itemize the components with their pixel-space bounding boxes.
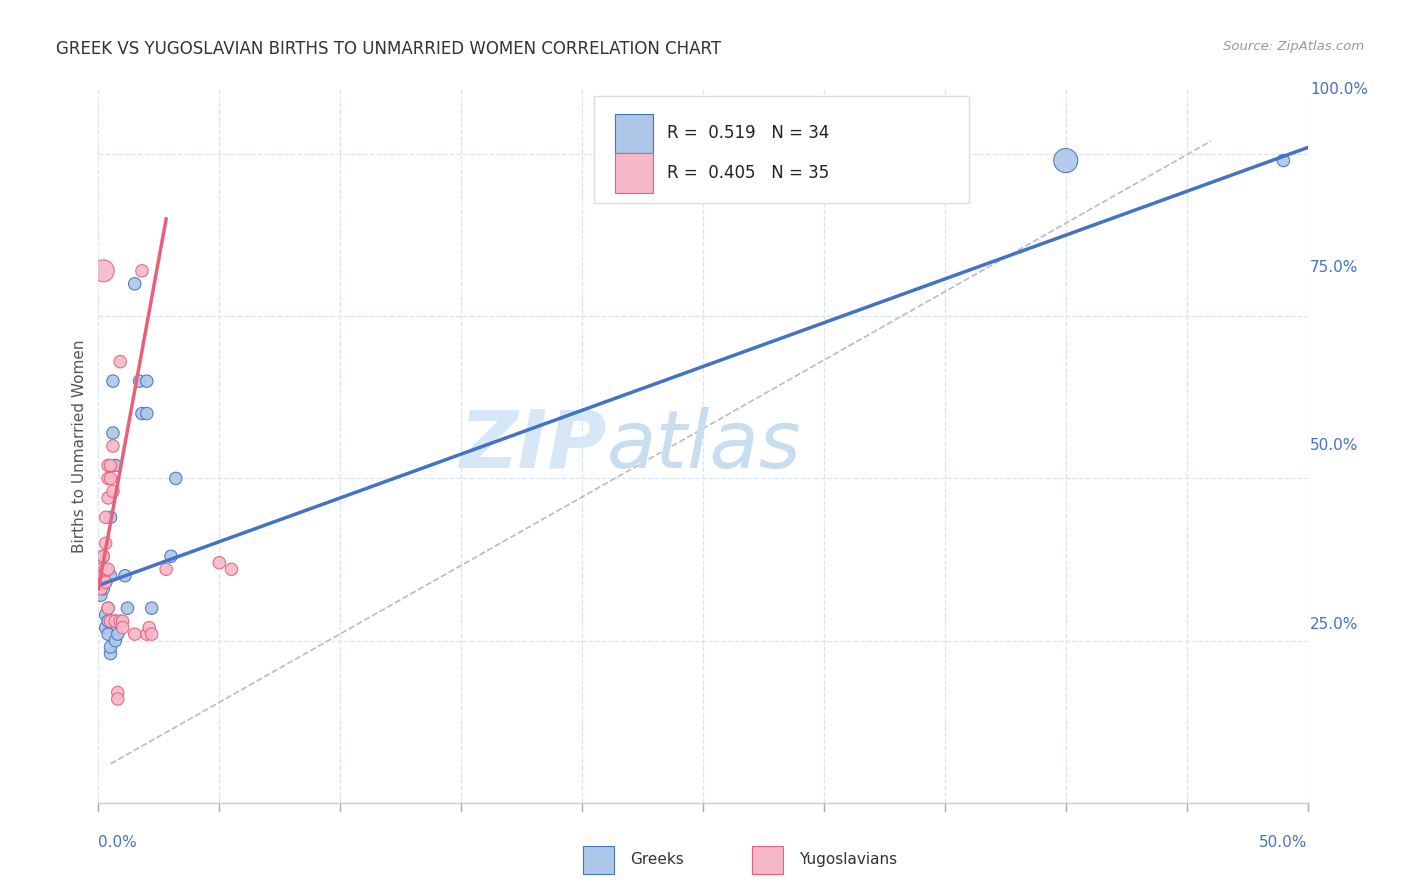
Point — [111, 621, 134, 635]
Point — [141, 601, 163, 615]
Text: GREEK VS YUGOSLAVIAN BIRTHS TO UNMARRIED WOMEN CORRELATION CHART: GREEK VS YUGOSLAVIAN BIRTHS TO UNMARRIED… — [56, 40, 721, 58]
Point — [100, 647, 122, 661]
Point — [101, 425, 124, 440]
Point — [111, 614, 134, 628]
Point — [91, 264, 114, 278]
Text: 100.0%: 100.0% — [1310, 82, 1368, 96]
Point — [135, 627, 157, 641]
Point — [101, 439, 124, 453]
Point — [97, 491, 120, 505]
Point — [91, 568, 114, 582]
Point — [97, 471, 120, 485]
Point — [94, 562, 117, 576]
Bar — [614, 153, 654, 193]
Point — [104, 614, 127, 628]
Text: 75.0%: 75.0% — [1310, 260, 1358, 275]
Point — [104, 614, 127, 628]
Bar — [614, 114, 654, 153]
Point — [90, 588, 112, 602]
Point — [97, 562, 120, 576]
Text: atlas: atlas — [606, 407, 801, 485]
Text: Source: ZipAtlas.com: Source: ZipAtlas.com — [1223, 40, 1364, 54]
Point — [155, 562, 177, 576]
Point — [90, 575, 112, 590]
Point — [141, 627, 163, 641]
Text: R =  0.519   N = 34: R = 0.519 N = 34 — [666, 125, 830, 143]
Point — [94, 562, 117, 576]
Point — [97, 601, 120, 615]
Point — [135, 374, 157, 388]
Point — [94, 607, 117, 622]
Text: 50.0%: 50.0% — [1260, 835, 1308, 850]
Point — [100, 640, 122, 654]
Point — [101, 374, 124, 388]
Point — [104, 458, 127, 473]
Point — [100, 471, 122, 485]
Point — [108, 614, 131, 628]
Point — [107, 627, 129, 641]
Point — [1272, 153, 1295, 168]
Point — [124, 627, 146, 641]
Point — [91, 582, 114, 596]
Point — [100, 510, 122, 524]
Point — [131, 264, 153, 278]
Point — [138, 621, 160, 635]
Point — [90, 562, 112, 576]
Point — [97, 627, 120, 641]
Point — [97, 601, 120, 615]
Point — [97, 458, 120, 473]
Point — [107, 685, 129, 699]
Point — [94, 621, 117, 635]
Point — [160, 549, 183, 564]
Point — [104, 633, 127, 648]
Text: 50.0%: 50.0% — [1310, 439, 1358, 453]
Text: 25.0%: 25.0% — [1310, 617, 1358, 632]
Point — [1054, 153, 1077, 168]
Text: ZIP: ZIP — [458, 407, 606, 485]
Point — [90, 582, 112, 596]
Point — [114, 568, 136, 582]
Point — [107, 692, 129, 706]
Point — [94, 536, 117, 550]
Point — [94, 575, 117, 590]
Point — [101, 484, 124, 499]
FancyBboxPatch shape — [595, 96, 969, 203]
Point — [100, 614, 122, 628]
Point — [135, 407, 157, 421]
Point — [94, 575, 117, 590]
Text: R =  0.405   N = 35: R = 0.405 N = 35 — [666, 164, 830, 182]
Point — [124, 277, 146, 291]
Point — [165, 471, 187, 485]
Point — [100, 568, 122, 582]
Text: Greeks: Greeks — [630, 853, 683, 867]
Text: 0.0%: 0.0% — [98, 835, 138, 850]
Point — [91, 568, 114, 582]
Point — [91, 549, 114, 564]
Point — [117, 601, 139, 615]
Point — [97, 614, 120, 628]
Point — [108, 354, 131, 368]
Point — [94, 510, 117, 524]
Point — [128, 374, 150, 388]
Point — [131, 407, 153, 421]
Point — [91, 549, 114, 564]
Point — [221, 562, 243, 576]
Point — [100, 458, 122, 473]
Text: Yugoslavians: Yugoslavians — [799, 853, 897, 867]
Point — [90, 562, 112, 576]
Y-axis label: Births to Unmarried Women: Births to Unmarried Women — [72, 339, 87, 553]
Point — [208, 556, 231, 570]
